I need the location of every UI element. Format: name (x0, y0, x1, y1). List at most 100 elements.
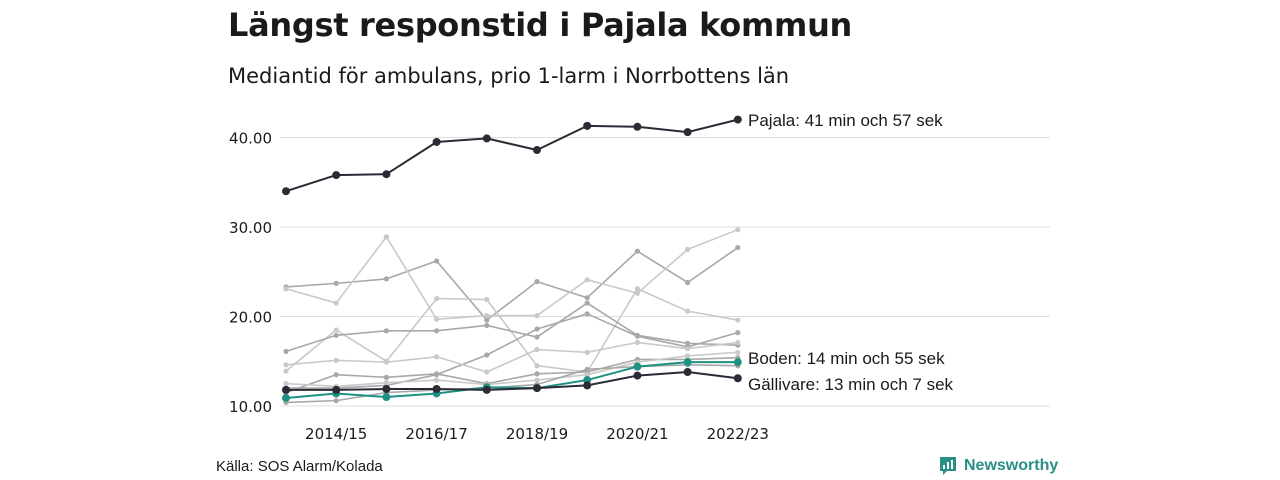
highlight-series (282, 115, 742, 402)
series-line (285, 302, 738, 353)
data-point (533, 384, 541, 393)
data-point (685, 279, 691, 286)
data-point (584, 372, 590, 378)
data-point (383, 234, 389, 240)
data-point (735, 330, 741, 336)
gridlines (280, 137, 1050, 407)
data-point (533, 146, 541, 155)
data-point (733, 358, 742, 367)
data-point (735, 244, 741, 251)
data-point (685, 353, 691, 359)
series-line (285, 341, 738, 373)
data-point (683, 358, 692, 367)
data-point (282, 385, 290, 394)
x-axis-ticks: 2014/15 2016/17 2018/19 2020/21 2022/23 (305, 425, 769, 443)
data-point (584, 349, 590, 355)
series-line-boden (285, 361, 738, 399)
data-point (534, 371, 540, 377)
data-point (484, 322, 490, 329)
series-end-label: Boden: 14 min och 55 sek (748, 349, 945, 368)
data-point (484, 317, 490, 323)
data-point (434, 371, 440, 377)
x-tick-label: 2016/17 (405, 425, 467, 443)
data-point (735, 339, 741, 346)
series-line-gällivare (286, 370, 738, 391)
data-point (283, 286, 289, 292)
data-point (283, 362, 289, 368)
data-point (534, 278, 540, 285)
data-point (634, 333, 641, 339)
data-point (634, 248, 641, 254)
series-end-label: Pajala: 41 min och 57 sek (748, 111, 943, 130)
y-tick-label: 40.00 (229, 130, 272, 148)
data-point (432, 137, 441, 146)
data-point (733, 115, 742, 124)
data-point (685, 346, 691, 352)
data-point (484, 369, 490, 375)
data-point (282, 187, 290, 196)
x-tick-label: 2014/15 (305, 425, 367, 443)
data-point (584, 295, 590, 301)
series-labels: Pajala: 41 min och 57 sek Boden: 14 min o… (748, 111, 954, 394)
data-point (484, 313, 490, 319)
data-point (333, 398, 339, 404)
data-point (382, 170, 391, 179)
data-point (634, 286, 641, 292)
data-point (584, 311, 590, 317)
series-line (285, 246, 739, 321)
data-point (584, 300, 590, 306)
data-point (434, 258, 440, 264)
data-point (534, 313, 540, 319)
data-point (383, 380, 389, 386)
data-point (685, 246, 691, 252)
data-point (482, 134, 491, 143)
series-line (285, 228, 739, 320)
data-point (484, 352, 490, 358)
series-line (286, 313, 739, 389)
data-point (282, 393, 290, 402)
data-point (583, 381, 592, 390)
data-point (382, 393, 391, 402)
data-point (283, 348, 289, 355)
data-point (584, 366, 590, 372)
data-point (434, 377, 440, 383)
y-tick-label: 10.00 (229, 398, 272, 416)
data-point (434, 354, 440, 360)
data-point (633, 362, 642, 371)
data-point (382, 384, 391, 393)
brand-name: Newsworthy (964, 457, 1059, 474)
series-line (285, 351, 738, 388)
y-tick-label: 30.00 (229, 219, 272, 237)
series-line-pajala (285, 118, 739, 193)
data-point (634, 339, 641, 346)
source-note: Källa: SOS Alarm/Kolada (216, 458, 383, 475)
data-point (683, 128, 692, 137)
newsworthy-icon (940, 457, 956, 475)
data-point (383, 374, 389, 380)
data-point (534, 377, 540, 383)
data-point (434, 328, 440, 334)
data-point (584, 277, 590, 283)
data-point (482, 385, 491, 394)
data-point (733, 374, 742, 383)
newsworthy-logo: Newsworthy (938, 456, 1058, 476)
data-point (432, 384, 441, 393)
data-point (583, 121, 592, 130)
data-point (383, 328, 389, 334)
data-point (333, 280, 339, 286)
data-point (735, 317, 741, 323)
data-point (383, 276, 389, 282)
data-point (332, 171, 341, 180)
data-point (283, 368, 289, 374)
x-tick-label: 2022/23 (707, 425, 769, 443)
y-tick-label: 20.00 (229, 309, 272, 327)
y-axis-ticks: 10.00 20.00 30.00 40.00 (229, 130, 272, 417)
data-point (383, 359, 389, 365)
data-point (683, 367, 692, 376)
series-end-label: Gällivare: 13 min och 7 sek (748, 375, 954, 394)
data-point (735, 349, 741, 355)
data-point (333, 372, 339, 378)
data-point (685, 308, 691, 314)
data-point (333, 332, 339, 338)
